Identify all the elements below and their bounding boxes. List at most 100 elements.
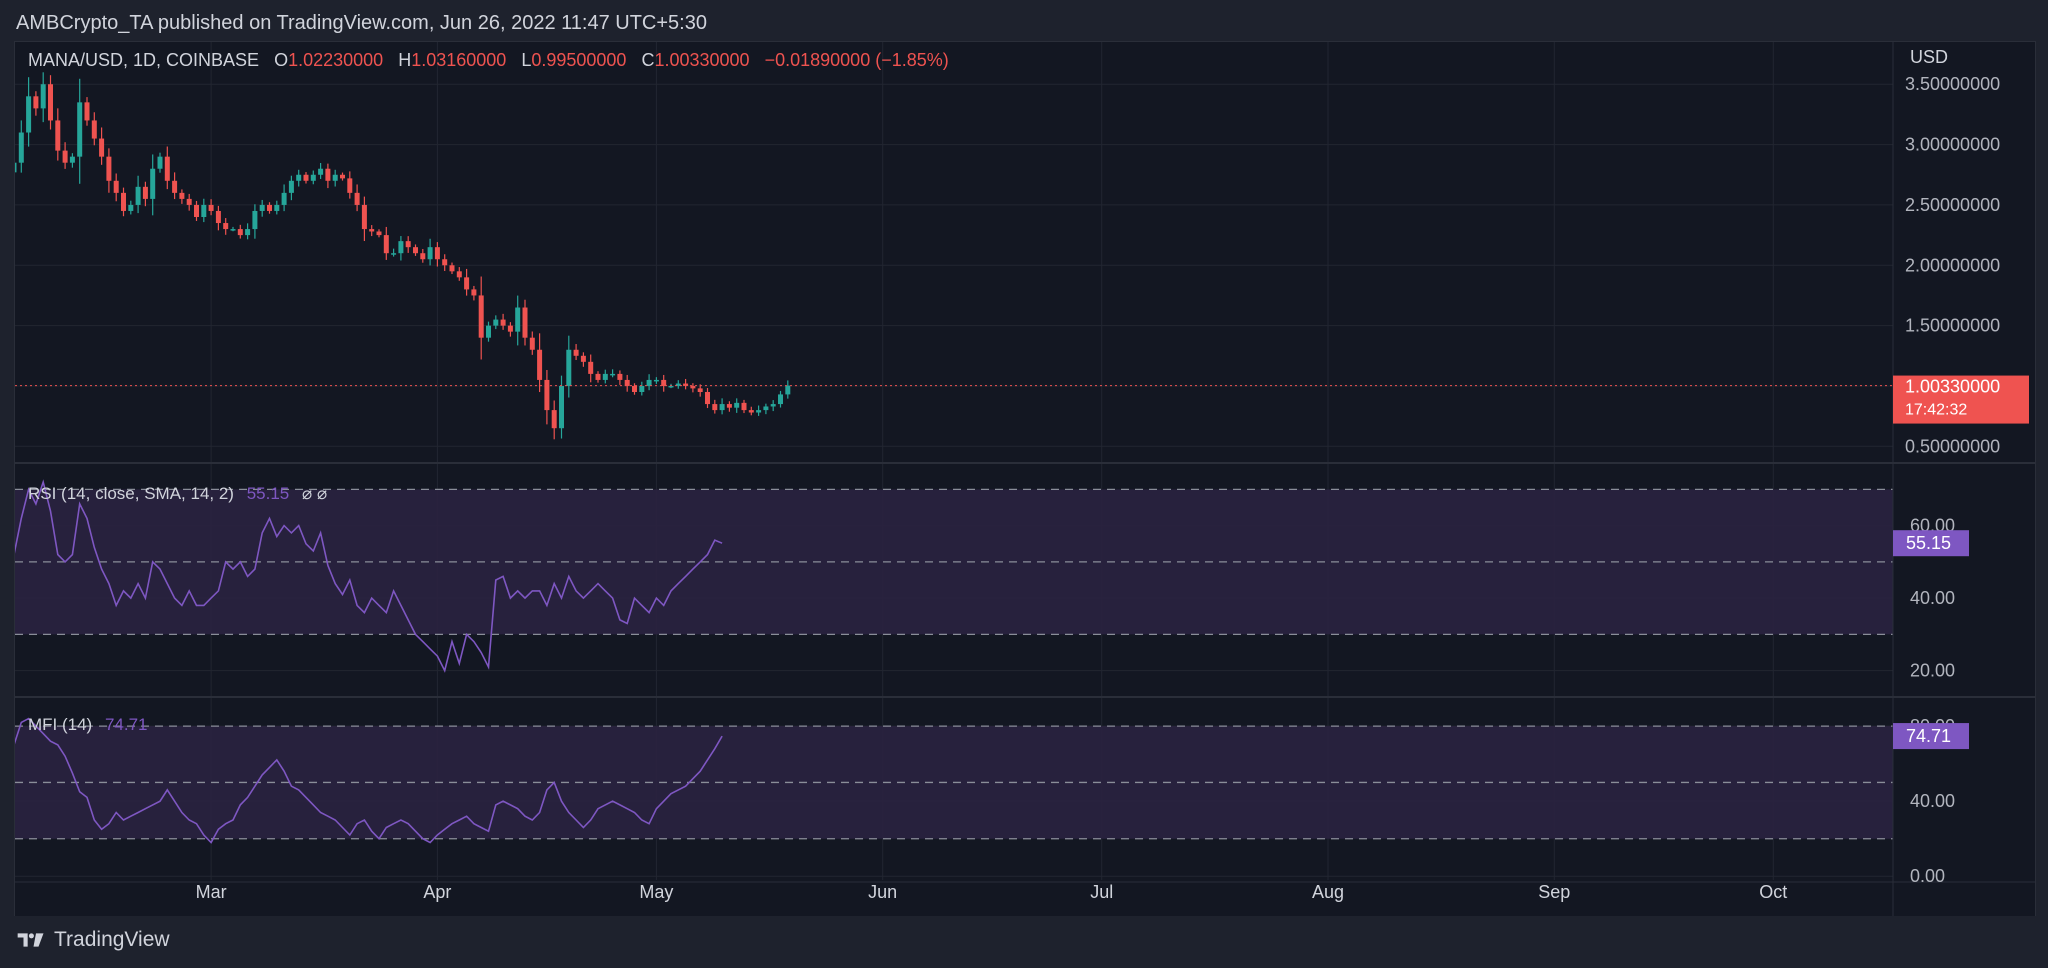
value-tags: 1.00330000 17:42:32 55.15 74.71	[1893, 375, 2029, 750]
low-value: 0.99500000	[531, 50, 626, 70]
last-price-tag	[1893, 375, 2029, 424]
mfi-line	[15, 717, 723, 844]
candle-down	[194, 204, 199, 217]
candle-down	[690, 385, 696, 389]
candle-down	[507, 325, 513, 332]
candle-up	[763, 406, 769, 411]
candle-down	[33, 96, 39, 109]
publisher-line: AMBCrypto_TA published on TradingView.co…	[16, 12, 707, 34]
candle-down	[237, 229, 243, 236]
candle-up	[230, 229, 236, 231]
tradingview-brand[interactable]: TradingView	[16, 928, 170, 952]
candle-down	[595, 373, 601, 380]
candle-down	[500, 319, 506, 326]
close-label: C	[641, 50, 654, 70]
chart-frame[interactable]: 3.50000000 3.00000000 2.50000000 2.00000000…	[14, 41, 2036, 917]
candle-down	[106, 156, 112, 181]
time-tick-label: Jul	[1090, 882, 1113, 902]
symbol-legend: MANA/USD, 1D, COINBASE O1.02230000 H1.03…	[28, 50, 949, 70]
candle-up	[288, 180, 294, 193]
candle-down	[113, 180, 119, 193]
candle-up	[259, 204, 265, 211]
rsi-flags: ⌀ ⌀	[302, 484, 327, 503]
high-value: 1.03160000	[411, 50, 506, 70]
candle-down	[62, 150, 68, 163]
legends: MANA/USD, 1D, COINBASE O1.02230000 H1.03…	[28, 47, 1948, 734]
candle-up	[770, 404, 776, 407]
change-value: −0.01890000 (−1.85%)	[765, 50, 949, 70]
candle-up	[559, 385, 564, 429]
publisher-header: AMBCrypto_TA published on TradingView.co…	[0, 0, 2048, 44]
candle-up	[646, 379, 652, 386]
candle-up	[77, 102, 83, 157]
time-tick-label: May	[639, 882, 673, 902]
time-axis[interactable]: Mar Apr May Jun Jul Aug Sep Oct	[196, 882, 1788, 902]
candle-up	[493, 319, 499, 326]
candle-up	[785, 385, 791, 395]
low-label: L	[521, 50, 531, 70]
candle-down	[522, 307, 528, 338]
price-tick-label: 0.50000000	[1905, 436, 2000, 456]
candle-down	[464, 277, 470, 290]
candle-down	[347, 178, 353, 193]
candle-down	[376, 231, 382, 236]
candle-down	[529, 337, 535, 350]
candle-down	[179, 192, 185, 199]
price-tick-label: 1.50000000	[1905, 316, 2000, 336]
time-tick-label: Jun	[868, 882, 897, 902]
candle-up	[245, 229, 251, 236]
candle-up	[398, 241, 404, 254]
candle-up	[719, 404, 725, 411]
candle-down	[369, 229, 375, 232]
time-tick-label: Aug	[1312, 882, 1344, 902]
rsi-tick-label: 20.00	[1910, 661, 1955, 681]
candle-down	[544, 379, 550, 411]
candle-down	[99, 138, 105, 157]
trading-chart[interactable]: 3.50000000 3.00000000 2.50000000 2.00000000…	[15, 42, 2035, 916]
candle-down	[434, 247, 440, 260]
price-tick-label: 2.50000000	[1905, 195, 2000, 215]
candle-down	[537, 349, 543, 380]
price-tick-label: 2.00000000	[1905, 255, 2000, 275]
candle-down	[420, 253, 426, 260]
candle-up	[40, 84, 46, 109]
countdown-label: 17:42:32	[1905, 402, 1967, 419]
candlestick-series[interactable]	[15, 72, 1893, 440]
tradingview-logo-icon	[17, 933, 44, 947]
candle-up	[391, 253, 397, 255]
mfi-value-tag-label: 74.71	[1906, 726, 1951, 746]
high-label: H	[398, 50, 411, 70]
pane-separators[interactable]	[15, 42, 2035, 916]
price-axis[interactable]: 3.50000000 3.00000000 2.50000000 2.00000000…	[1905, 74, 2000, 886]
brand-text: TradingView	[54, 928, 170, 951]
indicator-bands	[15, 488, 1893, 840]
candle-up	[281, 192, 287, 205]
candle-down	[164, 156, 170, 181]
candle-down	[55, 120, 61, 151]
currency-label: USD	[1910, 47, 1948, 67]
candle-down	[267, 204, 272, 211]
candle-down	[573, 349, 579, 356]
candle-up	[756, 410, 762, 413]
candle-down	[142, 186, 148, 199]
time-tick-label: Mar	[196, 882, 227, 902]
mfi-label: MFI (14)	[28, 715, 92, 734]
symbol-name: MANA/USD, 1D, COINBASE	[28, 50, 259, 70]
rsi-line	[15, 479, 723, 673]
candle-up	[201, 204, 207, 217]
candle-up	[332, 174, 338, 181]
candle-down	[303, 174, 309, 181]
mfi-tick-label: 0.00	[1910, 866, 1945, 886]
candle-up	[150, 168, 156, 199]
candle-up	[675, 383, 681, 386]
candle-up	[734, 402, 740, 408]
candle-up	[157, 156, 163, 169]
rsi-label: RSI (14, close, SMA, 14, 2)	[28, 484, 234, 503]
candle-down	[617, 373, 623, 380]
candle-up	[252, 210, 258, 230]
candle-down	[661, 379, 667, 386]
candle-down	[325, 168, 331, 181]
price-tick-label: 3.00000000	[1905, 135, 2000, 155]
candle-down	[91, 120, 97, 139]
candle-down	[741, 402, 747, 411]
